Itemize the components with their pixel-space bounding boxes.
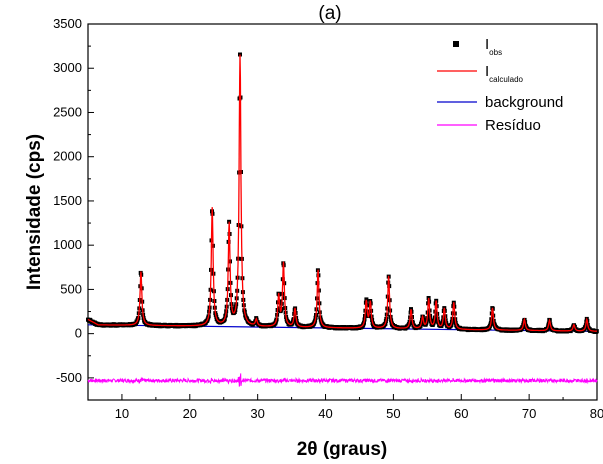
y-axis: -500 0 500 1000 1500 2000 2500 3000 3500: [53, 16, 94, 401]
y-tick-label: 2000: [53, 149, 82, 164]
legend-label: Iobs: [485, 36, 502, 57]
legend-subscript: calculado: [489, 75, 523, 84]
calculated-series: [87, 54, 598, 332]
x-tick-label: 80: [590, 406, 603, 421]
obs-point: [364, 297, 369, 302]
x-tick-label: 40: [318, 406, 332, 421]
y-tick-label: 3500: [53, 16, 82, 31]
x-tick-label: 50: [386, 406, 400, 421]
x-tick-label: 10: [115, 406, 129, 421]
residual-line: [87, 373, 598, 387]
y-tick-label: 1500: [53, 193, 82, 208]
y-tick-label: 2500: [53, 104, 82, 119]
x-axis-title: 2θ (graus): [297, 439, 388, 460]
legend-subscript: obs: [489, 48, 502, 57]
legend-label: Resíduo: [485, 117, 541, 134]
y-tick-label: -500: [56, 370, 82, 385]
plot-frame: [87, 23, 598, 401]
calculated-line: [87, 54, 598, 332]
legend: Iobs Icalculado background Resíduo: [437, 36, 563, 134]
x-tick-label: 30: [250, 406, 264, 421]
y-tick-label: 0: [75, 326, 82, 341]
y-tick-label: 500: [60, 281, 82, 296]
legend-label: Icalculado: [485, 63, 524, 84]
y-tick-label: 1000: [53, 237, 82, 252]
residual-series: [87, 373, 598, 387]
x-axis: 10 20 30 40 50 60 70 80: [87, 394, 603, 421]
plot-area: [86, 23, 599, 401]
y-axis-title: Intensidade (cps): [24, 134, 45, 290]
obs-point: [409, 307, 413, 312]
legend-marker-obs: [453, 41, 459, 47]
y-tick-label: 3000: [53, 60, 82, 75]
x-tick-label: 70: [522, 406, 536, 421]
panel-label: (a): [318, 3, 341, 24]
x-tick-label: 20: [183, 406, 197, 421]
x-tick-label: 60: [454, 406, 468, 421]
legend-label: background: [485, 94, 563, 111]
